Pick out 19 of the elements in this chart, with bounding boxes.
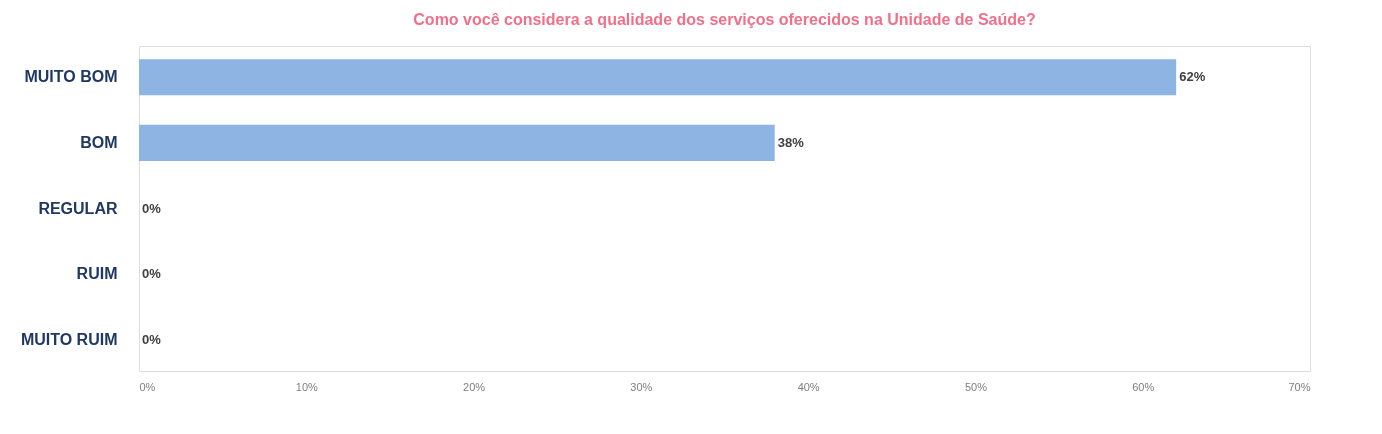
x-tick-label: 0% bbox=[139, 380, 156, 393]
data-label: 62% bbox=[1179, 69, 1206, 85]
x-tick-label: 30% bbox=[630, 380, 653, 393]
y-tick-label: RUIM bbox=[76, 265, 118, 283]
data-label: 0% bbox=[142, 331, 162, 347]
data-label: 38% bbox=[777, 134, 805, 150]
x-tick-label: 70% bbox=[1288, 380, 1311, 393]
y-tick-label: MUITO RUIM bbox=[20, 330, 118, 348]
x-tick-label: 40% bbox=[797, 380, 820, 393]
y-tick-label: REGULAR bbox=[38, 199, 118, 217]
x-tick-label: 20% bbox=[463, 380, 486, 393]
y-tick-label: BOM bbox=[80, 133, 118, 151]
x-tick-label: 10% bbox=[295, 380, 319, 393]
data-label: 0% bbox=[142, 266, 162, 282]
chart-title: Como você considera a qualidade dos serviços oferecidos na Unidade de Saúde? bbox=[413, 11, 1036, 28]
x-tick-label: 50% bbox=[964, 380, 988, 393]
y-tick-label: MUITO BOM bbox=[24, 68, 118, 86]
data-label: 0% bbox=[142, 200, 162, 216]
x-tick-label: 60% bbox=[1132, 380, 1155, 393]
